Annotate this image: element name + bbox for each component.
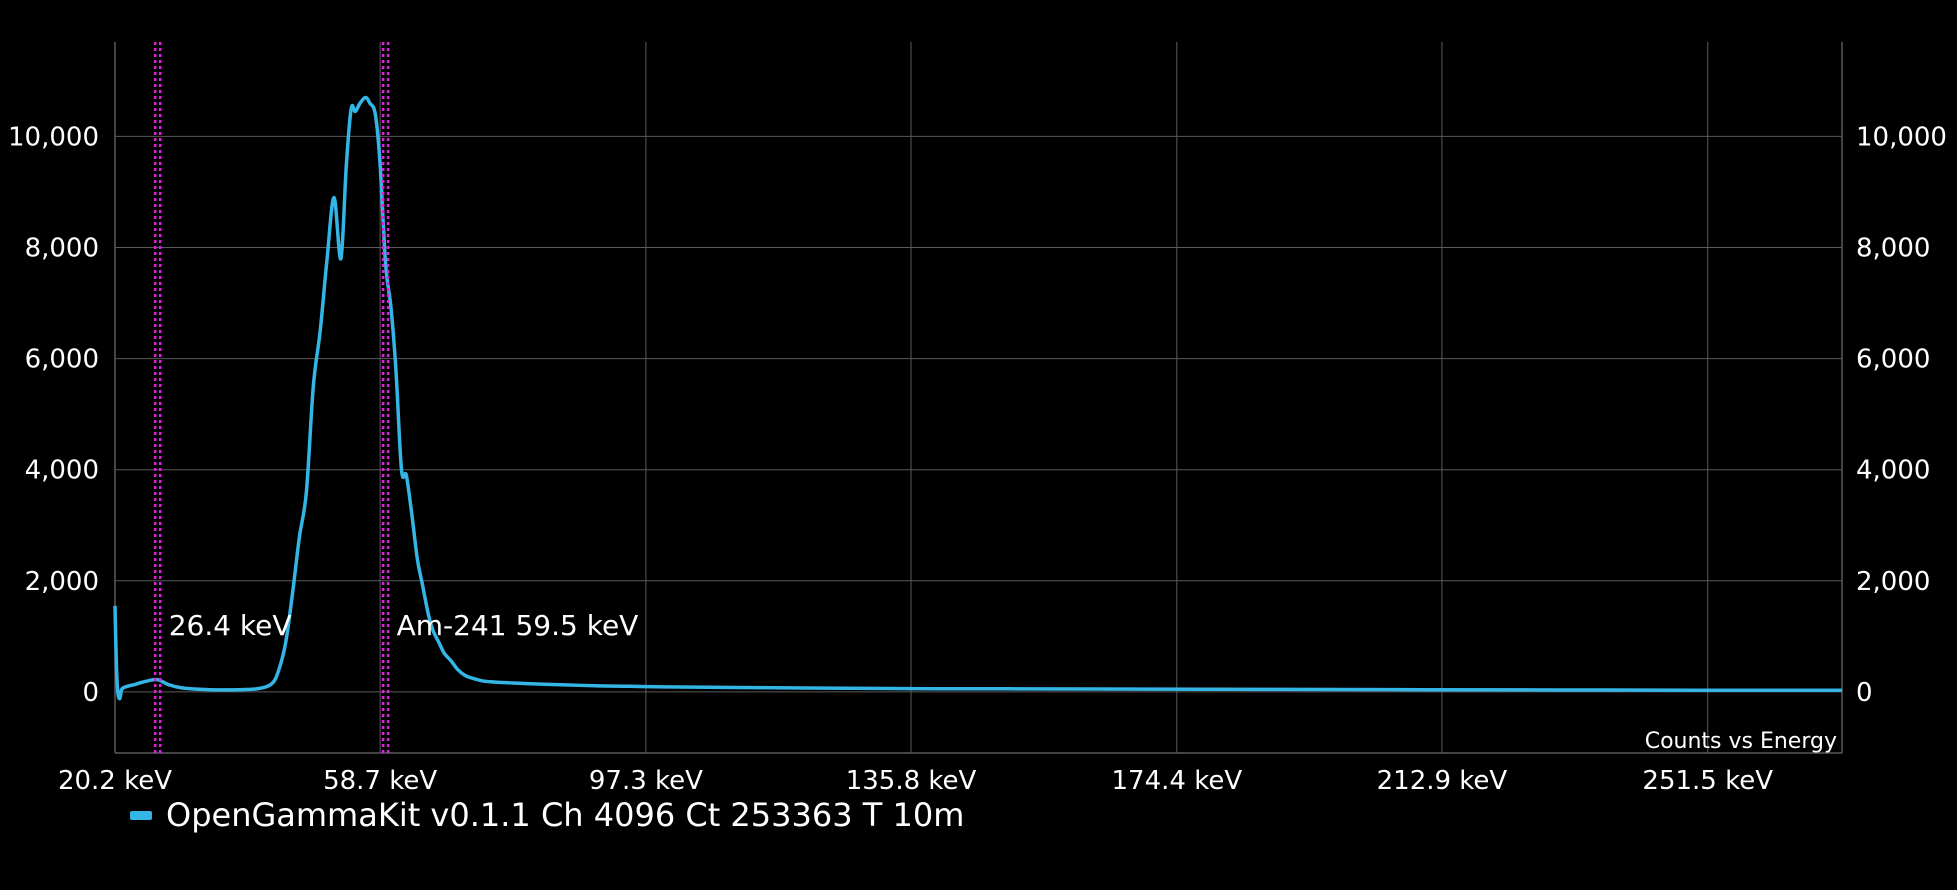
x-tick-label: 58.7 keV [323, 766, 437, 796]
x-tick-label: 212.9 keV [1377, 766, 1508, 796]
grid-layer [114, 42, 1843, 754]
y-tick-label-left: 0 [82, 678, 99, 708]
energy-marker-label: Am-241 59.5 keV [397, 609, 639, 642]
axis-layer: 0 0 2,000 2,000 4,000 4,000 6,000 6,000 8,000 8,0… [8, 122, 1947, 796]
series-layer [113, 95, 1843, 701]
legend-label: OpenGammaKit v0.1.1 Ch 4096 Ct 253363 T … [166, 796, 965, 834]
x-tick-label: 20.2 keV [58, 766, 172, 796]
y-tick-label-right: 2,000 [1856, 567, 1930, 597]
y-tick-label-left: 2,000 [25, 567, 99, 597]
x-tick-label: 174.4 keV [1112, 766, 1243, 796]
y-tick-label-right: 8,000 [1856, 234, 1930, 264]
energy-marker-label: 26.4 keV [169, 609, 292, 642]
x-tick-label: 97.3 keV [589, 766, 703, 796]
x-tick-label: 135.8 keV [846, 766, 977, 796]
y-tick-label-left: 4,000 [25, 456, 99, 486]
y-tick-label-right: 0 [1856, 678, 1873, 708]
spectrum-series-line [113, 95, 1843, 701]
y-tick-label-right: 4,000 [1856, 456, 1930, 486]
marker-layer: 26.4 keV Am-241 59.5 keV [153, 42, 639, 753]
y-tick-label-left: 6,000 [25, 345, 99, 375]
y-tick-label-right: 10,000 [1856, 122, 1947, 152]
y-tick-label-left: 10,000 [8, 122, 99, 152]
x-tick-label: 251.5 keV [1642, 766, 1773, 796]
legend-swatch [130, 810, 152, 820]
y-tick-label-left: 8,000 [25, 234, 99, 264]
y-tick-label-right: 6,000 [1856, 345, 1930, 375]
chart-description: Counts vs Energy [1645, 729, 1837, 754]
legend: OpenGammaKit v0.1.1 Ch 4096 Ct 253363 T … [130, 796, 964, 834]
